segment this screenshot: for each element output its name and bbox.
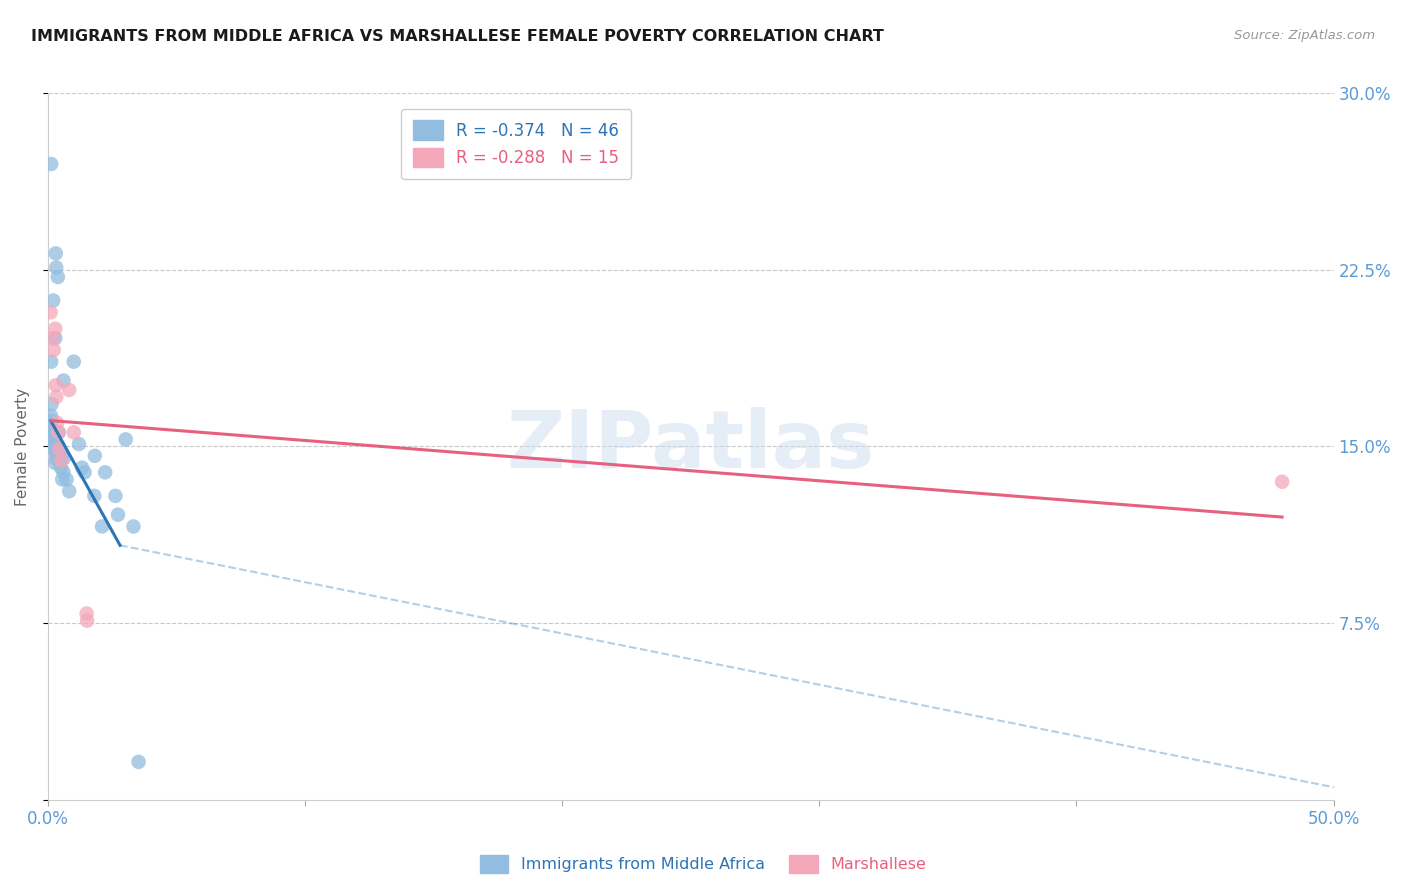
Point [39,157,62,171]
Point [53,451,76,466]
Point [73,466,96,480]
Point [83,489,105,503]
Legend: Immigrants from Middle Africa, Marshallese: Immigrants from Middle Africa, Marshalle… [474,848,932,880]
Point [52,466,75,480]
Point [39,425,62,440]
Point [55,472,77,486]
Point [46,269,69,284]
Text: IMMIGRANTS FROM MIDDLE AFRICA VS MARSHALLESE FEMALE POVERTY CORRELATION CHART: IMMIGRANTS FROM MIDDLE AFRICA VS MARSHAL… [31,29,884,44]
Point [44,331,66,345]
Point [114,433,136,447]
Point [45,390,67,404]
Point [128,755,150,769]
Point [48,425,70,440]
Point [94,466,117,480]
Point [42,442,65,456]
Point [42,430,65,444]
Point [91,519,114,533]
Y-axis label: Female Poverty: Female Poverty [15,387,30,506]
Point [42,293,65,308]
Point [45,442,67,456]
Point [76,614,98,628]
Point [122,519,145,533]
Point [39,354,62,368]
Point [62,354,84,368]
Text: Source: ZipAtlas.com: Source: ZipAtlas.com [1234,29,1375,42]
Point [45,260,67,275]
Point [76,607,98,621]
Point [46,425,69,440]
Point [58,383,80,397]
Point [1271,475,1294,489]
Point [46,439,69,453]
Point [67,437,90,451]
Point [39,420,62,434]
Point [58,484,80,499]
Point [45,246,67,260]
Point [39,305,62,319]
Point [39,409,62,423]
Point [42,343,65,357]
Point [41,397,63,411]
Point [44,322,66,336]
Point [49,453,72,467]
Point [45,446,67,460]
Point [107,508,129,522]
Point [51,449,73,463]
Point [48,442,70,456]
Point [70,460,93,475]
Point [48,453,70,467]
Point [62,425,84,440]
Point [51,472,73,486]
Point [52,374,75,388]
Point [49,460,72,475]
Point [45,378,67,392]
Point [41,413,63,427]
Point [45,451,67,466]
Legend: R = -0.374   N = 46, R = -0.288   N = 15: R = -0.374 N = 46, R = -0.288 N = 15 [401,109,631,179]
Text: ZIPatlas: ZIPatlas [506,408,875,485]
Point [83,449,105,463]
Point [44,437,66,451]
Point [39,423,62,437]
Point [41,427,63,442]
Point [104,489,127,503]
Point [46,416,69,430]
Point [44,456,66,470]
Point [42,433,65,447]
Point [41,331,63,345]
